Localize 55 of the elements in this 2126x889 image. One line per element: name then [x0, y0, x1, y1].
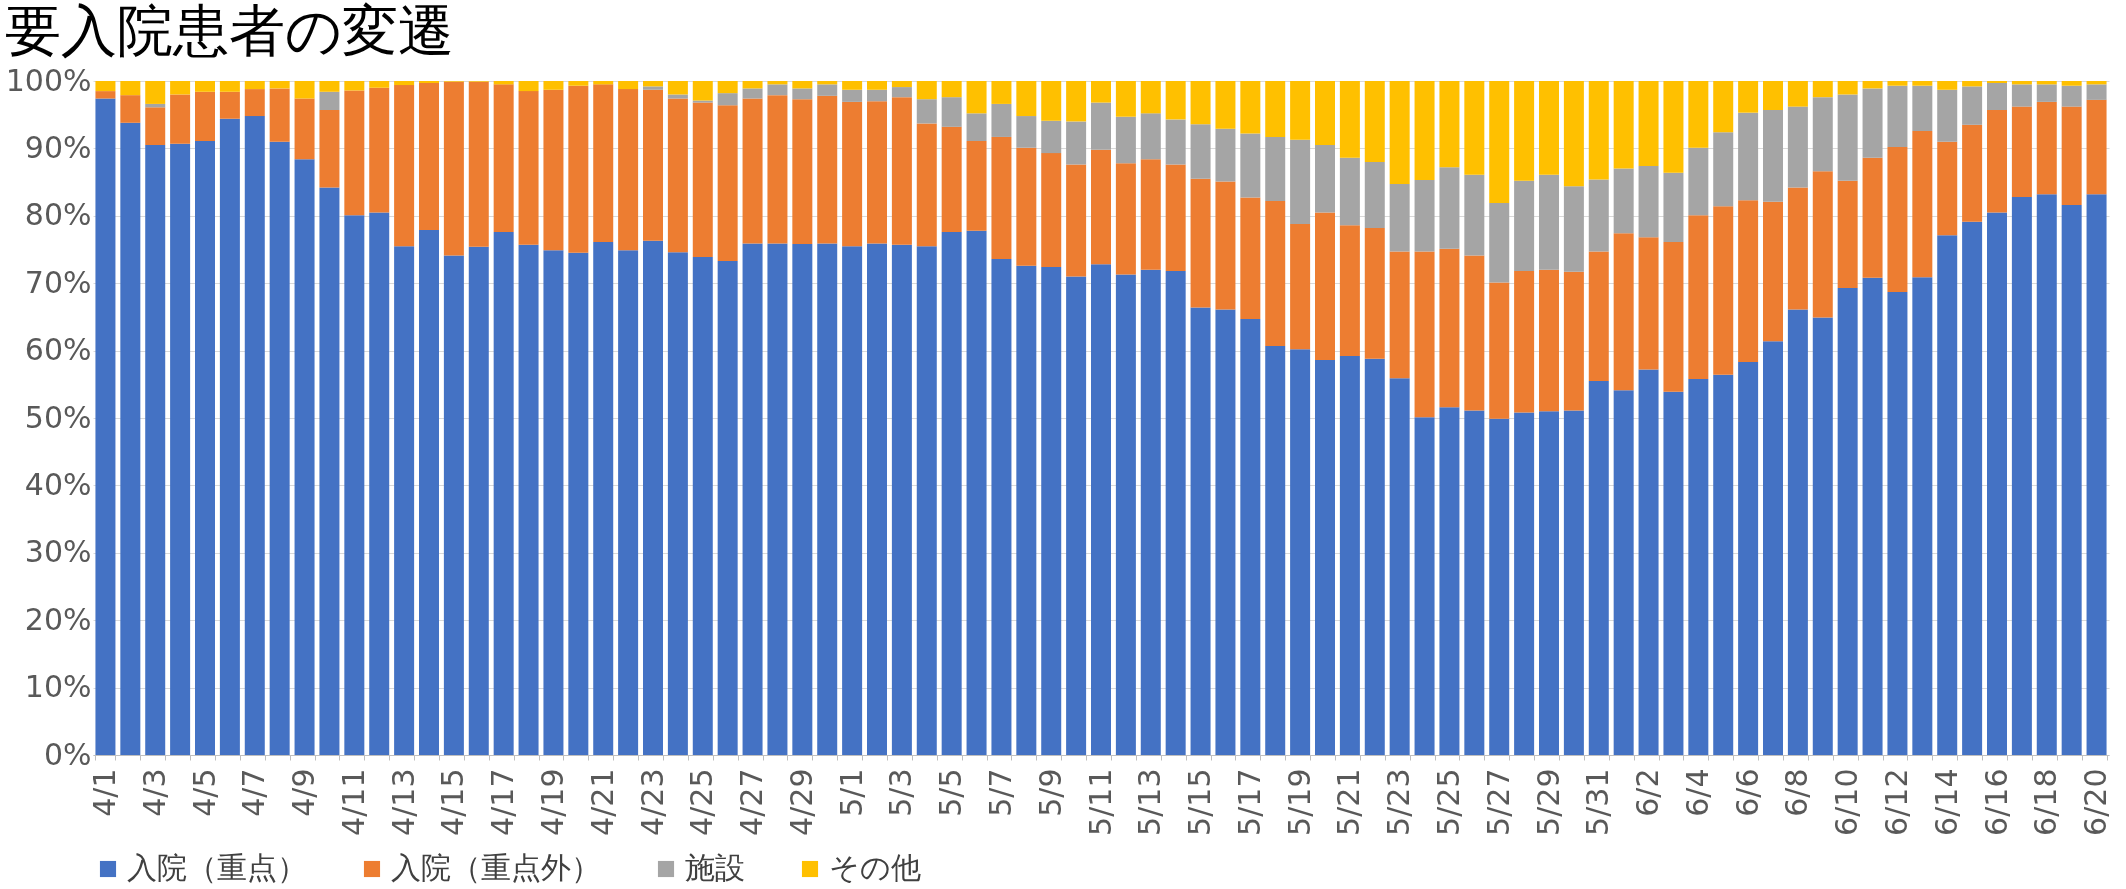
y-tick-label: 30% [24, 534, 92, 570]
legend-label: 入院（重点） [127, 850, 307, 885]
x-tick-label: 5/21 [1331, 768, 1367, 836]
y-tick-label: 70% [24, 264, 92, 300]
x-tick-label: 6/8 [1779, 768, 1815, 817]
x-tick-label: 4/7 [236, 768, 272, 817]
x-tick-label: 5/13 [1132, 768, 1168, 836]
x-tick-label: 4/9 [286, 768, 322, 817]
x-tick-label: 4/23 [634, 768, 670, 836]
x-tick-label: 5/5 [933, 768, 969, 817]
x-tick-label: 5/17 [1231, 768, 1267, 836]
x-tick-label: 5/15 [1182, 768, 1218, 836]
x-tick-label: 5/29 [1530, 768, 1566, 836]
x-tick-label: 6/14 [1928, 768, 1964, 836]
y-tick-label: 80% [24, 197, 92, 233]
x-tick-label: 6/16 [1978, 768, 2014, 836]
x-tick-label: 5/31 [1580, 768, 1616, 836]
legend-label: 施設 [685, 850, 745, 885]
legend-label: その他 [829, 850, 921, 885]
x-tick-label: 5/7 [982, 768, 1018, 817]
x-tick-label: 4/29 [783, 768, 819, 836]
legend-label: 入院（重点外） [391, 850, 601, 885]
x-tick-label: 6/10 [1829, 768, 1865, 836]
x-tick-label: 4/25 [684, 768, 720, 836]
x-tick-label: 5/11 [1082, 768, 1118, 836]
x-tick-label: 4/15 [435, 768, 471, 836]
y-tick-label: 40% [24, 466, 92, 502]
y-tick-label: 20% [24, 601, 92, 637]
y-tick-label: 50% [24, 399, 92, 435]
x-tick-label: 5/25 [1430, 768, 1466, 836]
x-tick-label: 4/21 [584, 768, 620, 836]
x-tick-label: 4/17 [485, 768, 521, 836]
x-tick-label: 6/18 [2028, 768, 2064, 836]
chart-title: 要入院患者の変遷 [5, 0, 455, 63]
x-tick-label: 5/19 [1281, 768, 1317, 836]
x-tick-label: 6/6 [1729, 768, 1765, 817]
x-tick-label: 5/1 [833, 768, 869, 817]
x-tick-label: 4/5 [186, 768, 222, 817]
x-tick-label: 4/19 [534, 768, 570, 836]
x-tick-label: 6/20 [2078, 768, 2114, 836]
x-tick-label: 4/27 [734, 768, 770, 836]
x-tick-label: 4/3 [136, 768, 172, 817]
x-tick-label: 6/2 [1630, 768, 1666, 817]
x-tick-label: 5/23 [1381, 768, 1417, 836]
x-tick-label: 5/3 [883, 768, 919, 817]
x-tick-label: 4/11 [335, 768, 371, 836]
y-tick-label: 60% [24, 332, 92, 368]
x-tick-label: 5/9 [1032, 768, 1068, 817]
y-tick-label: 100% [5, 62, 92, 98]
x-tick-label: 6/4 [1679, 768, 1715, 817]
x-tick-label: 5/27 [1480, 768, 1516, 836]
x-tick-label: 6/12 [1878, 768, 1914, 836]
y-tick-label: 10% [24, 669, 92, 705]
x-tick-label: 4/13 [385, 768, 421, 836]
y-tick-label: 90% [24, 129, 92, 165]
